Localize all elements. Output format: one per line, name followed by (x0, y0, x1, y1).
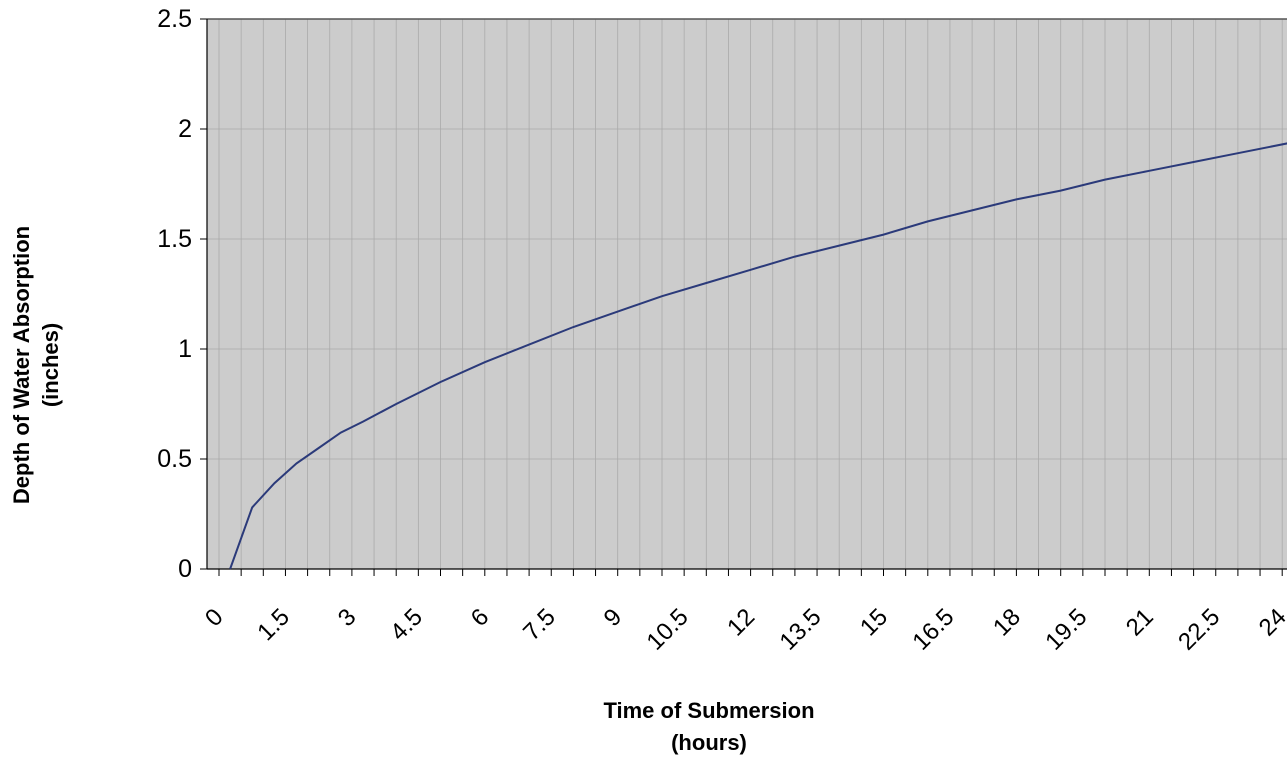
x-tick-label: 6 (466, 603, 495, 632)
y-tick-label: 0 (178, 555, 192, 583)
x-tick-label: 19.5 (1040, 603, 1092, 655)
gridlines (207, 18, 1287, 570)
x-tick-label: 9 (599, 603, 628, 632)
x-tick-label: 10.5 (642, 603, 694, 655)
x-tick-label: 13.5 (774, 603, 826, 655)
x-tick-label: 1.5 (252, 603, 295, 646)
x-tick-label: 3 (333, 603, 362, 632)
x-tick-label: 0 (200, 603, 229, 632)
y-tick-label: 1.5 (157, 225, 192, 253)
x-tick-label: 16.5 (907, 603, 959, 655)
y-tick-label: 0.5 (157, 445, 192, 473)
axes (200, 18, 1287, 576)
x-axis-title-line1: Time of Submersion (603, 698, 814, 723)
x-tick-label: 24 (1254, 603, 1287, 641)
y-axis-title-line2: (inches) (38, 323, 63, 407)
x-tick-label: 4.5 (385, 603, 428, 646)
x-tick-label: 18 (988, 603, 1026, 641)
y-tick-label: 2.5 (157, 5, 192, 33)
x-tick-label: 15 (855, 603, 893, 641)
plot-area (207, 19, 1287, 569)
y-tick-label: 1 (178, 335, 192, 363)
x-axis-title-line2: (hours) (671, 730, 747, 755)
x-tick-label: 7.5 (518, 603, 561, 646)
y-axis-title-line1: Depth of Water Absorption (9, 226, 34, 504)
x-tick-label: 12 (722, 603, 760, 641)
series-line (229, 142, 1287, 570)
x-tick-label: 22.5 (1173, 603, 1225, 655)
y-tick-label: 2 (178, 115, 192, 143)
series-layer (229, 142, 1287, 570)
x-tick-label: 21 (1121, 603, 1159, 641)
